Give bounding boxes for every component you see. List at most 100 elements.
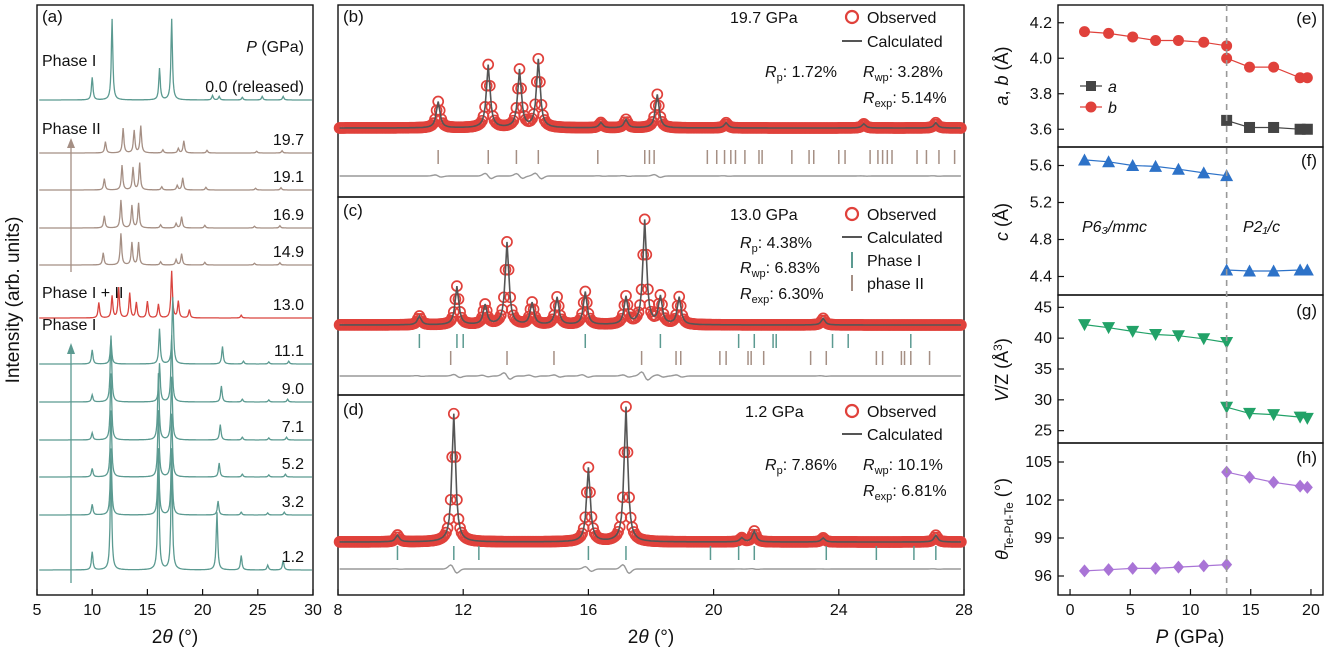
ytick-label: 102 — [1025, 492, 1052, 509]
panel-d-xticks: 8 12 16 20 24 28 — [334, 589, 973, 619]
legend-phase-ii: phase II — [867, 276, 924, 293]
panel-a-pressure-label: 7.1 — [282, 419, 304, 436]
data-point — [1127, 561, 1139, 575]
data-point — [1103, 27, 1115, 39]
ytick-label: 3.6 — [1030, 121, 1052, 138]
panel-h-xtick-label: 0 — [1066, 602, 1075, 619]
data-point — [1172, 35, 1184, 46]
panel-b-pressure: 19.7 GPa — [730, 10, 798, 27]
panel-e-ylabel: a, b (Å) — [992, 46, 1012, 105]
data-point — [1126, 159, 1140, 171]
data-point — [1198, 36, 1210, 48]
observed-point — [612, 525, 624, 538]
series-line — [1226, 57, 1308, 79]
ytick-label: 99 — [1034, 530, 1052, 547]
legend-a: a — [1108, 79, 1117, 96]
data-point — [1220, 401, 1234, 414]
phase-label-4: Phase I — [42, 317, 96, 334]
panel-e: (e) 3.6 3.8 4.0 4.2 a, b (Å) a b — [992, 4, 1324, 148]
data-point — [1268, 61, 1280, 73]
data-point — [1300, 412, 1314, 425]
panel-h-xticks: 0 5 10 15 20 — [1066, 589, 1320, 619]
arrow-head-phase-ii — [67, 138, 75, 148]
data-point — [1171, 330, 1185, 343]
data-point — [1220, 336, 1234, 349]
panel-a-curve — [39, 199, 312, 229]
panel-d-label: (d) — [343, 400, 364, 419]
panel-a-curve — [39, 297, 312, 365]
data-point — [1244, 121, 1256, 133]
panel-d-pressure: 1.2 GPa — [745, 404, 804, 421]
panel-b: (b) 19.7 GPa Observed Calculated Rp: 1.7… — [333, 4, 967, 198]
panel-d-xtick-label: 12 — [454, 602, 472, 619]
ytick-label: 3.8 — [1030, 86, 1052, 103]
panel-h-xtick-label: 10 — [1182, 602, 1200, 619]
panel-a: (a) 0.0 (released) 19.7 19.1 16.9 14.9 13.0 11… — [3, 4, 322, 648]
data-point — [1126, 325, 1140, 338]
legend-observed-marker — [844, 9, 860, 25]
panel-h-plot: 96 99 102 105 — [1025, 454, 1313, 585]
panel-e-label: (e) — [1296, 9, 1317, 28]
data-point — [1267, 264, 1281, 277]
panel-f: (f) 4.4 4.8 5.2 5.6 c (Å) P6₃/mmc P2₁/c — [992, 146, 1324, 296]
panel-a-xtick-label: 25 — [249, 602, 267, 619]
ytick-label: 4.2 — [1030, 15, 1052, 32]
data-point — [1172, 560, 1184, 574]
panel-f-label: (f) — [1301, 151, 1317, 170]
panel-a-xlabel: 2θ (°) — [152, 627, 198, 648]
data-point — [1221, 40, 1233, 52]
observed-point — [544, 315, 557, 328]
legend-a-marker — [1086, 81, 1096, 91]
calculated-line — [339, 219, 961, 326]
panel-a-pressure-label: 16.9 — [273, 207, 304, 224]
observed-point — [494, 309, 507, 322]
ytick-label: 5.2 — [1030, 195, 1052, 212]
data-point — [1268, 121, 1280, 133]
phase-label-2: Phase II — [42, 121, 101, 138]
legend-b-marker — [1085, 101, 1097, 113]
observed-point — [573, 314, 585, 327]
series-line — [1226, 269, 1308, 272]
difference-curve — [339, 371, 961, 381]
panel-a-curves: 0.0 (released) 19.7 19.1 16.9 14.9 13.0 11.1 9.… — [39, 18, 312, 571]
panel-d-rwp: Rwp: 10.1% — [863, 457, 943, 477]
observed-point — [621, 298, 634, 311]
series-line — [1226, 471, 1308, 488]
ytick-label: 4.4 — [1030, 269, 1052, 286]
data-point — [1197, 166, 1211, 179]
panel-a-pressure-label: 19.1 — [273, 169, 304, 186]
panel-d-xtick-label: 20 — [705, 602, 723, 619]
legend-observed: Observed — [867, 10, 936, 27]
observed-point — [526, 296, 538, 308]
panel-a-pressure-label: 5.2 — [282, 456, 304, 473]
panel-b-rexp: Rexp: 5.14% — [863, 90, 947, 110]
panel-d-rexp: Rexp: 6.81% — [863, 483, 947, 503]
panel-g-label: (g) — [1296, 301, 1317, 320]
data-point — [1078, 319, 1091, 332]
panel-h-xlabel: P (GPa) — [1156, 627, 1225, 648]
panel-d-xtick-label: 24 — [830, 602, 848, 619]
legend-calculated: Calculated — [867, 34, 943, 51]
panel-a-curve — [39, 455, 312, 571]
data-point — [1244, 61, 1256, 73]
panel-a-pressure-label: 11.1 — [274, 343, 304, 360]
panel-c: (c) 13.0 GPa Observed Calculated Phase I… — [333, 196, 967, 396]
data-point — [1268, 475, 1280, 489]
panel-h-xtick-label: 15 — [1242, 602, 1260, 619]
panel-a-pressure-label: 13.0 — [273, 297, 304, 314]
data-point — [1301, 72, 1313, 84]
data-point — [1197, 333, 1211, 346]
panel-e-frame — [1057, 4, 1324, 148]
panel-a-xticks: 5 10 15 20 25 30 — [33, 589, 322, 619]
panel-a-pressure-label: 1.2 — [282, 549, 304, 566]
panel-b-rp: Rp: 1.72% — [765, 64, 837, 84]
difference-curve — [339, 563, 961, 575]
data-point — [1301, 123, 1313, 135]
ytick-label: 45 — [1034, 299, 1052, 316]
panel-c-rexp: Rexp: 6.30% — [740, 286, 824, 306]
data-point — [1078, 153, 1091, 166]
panel-a-label: (a) — [42, 7, 63, 26]
data-point — [1221, 52, 1233, 64]
panel-h-ylabel: θTe-Pd-Te (°) — [992, 478, 1016, 560]
